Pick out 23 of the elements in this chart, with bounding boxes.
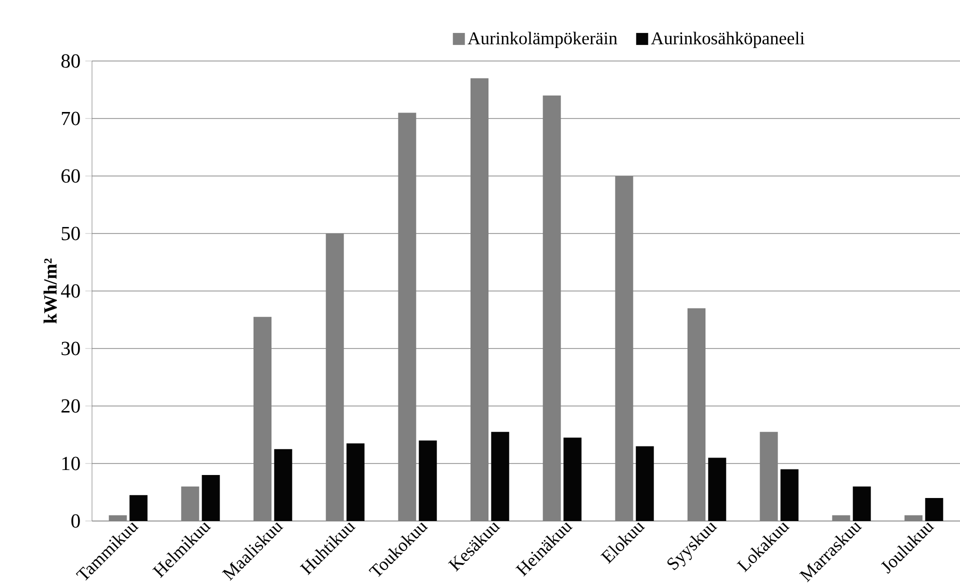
bar bbox=[636, 446, 654, 521]
bar bbox=[780, 469, 799, 521]
bar bbox=[130, 495, 148, 521]
y-tick-label: 40 bbox=[61, 284, 80, 298]
legend-label: Aurinkolämpökeräin bbox=[468, 32, 618, 48]
y-tick-label: 10 bbox=[62, 456, 80, 470]
y-tick-label: 50 bbox=[62, 226, 80, 240]
y-tick-label: 80 bbox=[61, 54, 80, 68]
bar bbox=[346, 443, 365, 521]
y-tick-label: 20 bbox=[62, 399, 80, 413]
bar bbox=[925, 498, 944, 521]
bar bbox=[564, 438, 582, 521]
y-tick-label: 70 bbox=[62, 112, 80, 126]
bar bbox=[418, 440, 437, 521]
bar bbox=[491, 432, 510, 521]
y-axis-title: kWh/m² bbox=[44, 258, 57, 324]
y-tick-label: 60 bbox=[61, 169, 80, 183]
bar bbox=[202, 474, 220, 521]
bar bbox=[708, 458, 726, 521]
y-tick-label: 30 bbox=[62, 342, 80, 356]
bar bbox=[274, 449, 292, 521]
bar bbox=[852, 486, 871, 521]
legend-label: Aurinkosähköpaneeli bbox=[650, 32, 804, 48]
